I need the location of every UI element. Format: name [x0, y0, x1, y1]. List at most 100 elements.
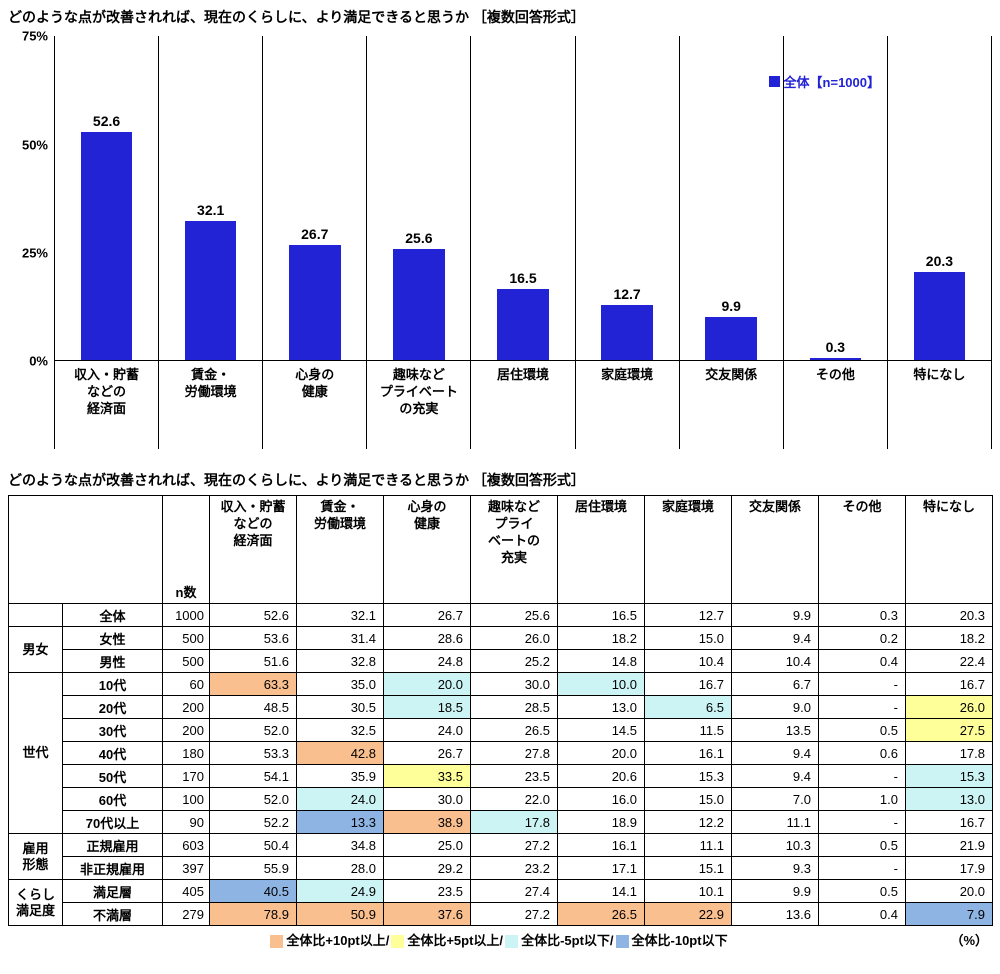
value-cell: 7.9	[905, 902, 993, 927]
bar-zone: 16.5	[471, 36, 575, 362]
value-cell: 9.4	[731, 764, 819, 789]
plot-area: 52.6 収入・貯蓄 などの 経済面 32.1 賃金・ 労働環境 26.7 心身の 健康 25.6 趣…	[54, 36, 992, 450]
chart-category-column: 26.7 心身の 健康	[263, 36, 368, 450]
table-row: 世代 10代 60 63.3 35.0 20.0 30.0 10.0 16.7 6.7-16.7	[8, 672, 993, 835]
value-cell: 30.0	[383, 787, 471, 812]
bar-zone: 0.3	[783, 36, 887, 362]
group-label: 世代	[8, 672, 63, 835]
category-label: 収入・貯蓄 などの 経済面	[74, 367, 140, 416]
value-cell: 29.2	[383, 856, 471, 881]
bar-value-label: 32.1	[197, 202, 225, 219]
highlight-legend-item: 全体比+5pt以上/	[391, 931, 503, 951]
value-cell: 10.3	[731, 833, 819, 858]
y-axis: 75% 50% 25% 0%	[8, 29, 54, 369]
value-cell: -	[818, 672, 906, 697]
table-header-row: n数 収入・貯蓄 などの 経済面 賃金・ 労働環境 心身の 健康 趣味など プライ ベートの 充実 居住…	[8, 495, 993, 605]
value-cell: 14.1	[557, 879, 645, 904]
bar	[809, 358, 862, 361]
value-cell: 24.8	[383, 649, 471, 674]
bar-value-label: 9.9	[721, 298, 741, 315]
value-cell: 28.6	[383, 626, 471, 651]
column-header: その他	[818, 495, 906, 605]
table-row: 男性 500 51.6 32.8 24.8 25.2 14.8 10.4 10.4 0.4 22.4	[9, 649, 993, 674]
value-cell: 30.0	[470, 672, 558, 697]
n-value: 200	[162, 695, 210, 720]
chart-category-column: 20.3 特になし	[887, 36, 992, 450]
row-label: 全体	[62, 603, 163, 628]
value-cell: 0.2	[818, 626, 906, 651]
highlight-legend-items: 全体比+10pt以上/全体比+5pt以上/全体比-5pt以下/全体比-10pt以…	[270, 933, 729, 951]
value-cell: 52.0	[209, 787, 297, 812]
value-cell: 26.5	[557, 902, 645, 927]
row-label: 60代	[62, 787, 163, 812]
value-cell: 0.4	[818, 902, 906, 927]
bar	[393, 249, 445, 361]
value-cell: 37.6	[383, 902, 471, 927]
bar-value-label: 16.5	[509, 269, 537, 286]
value-cell: 10.4	[731, 649, 819, 674]
value-cell: 17.8	[905, 741, 993, 766]
group-label: 雇用 形態	[8, 833, 63, 881]
value-cell: 24.9	[296, 879, 384, 904]
category-label: 賃金・ 労働環境	[184, 367, 237, 400]
category-label: 趣味など プライベート の充実	[379, 367, 458, 416]
column-header: 賃金・ 労働環境	[296, 495, 384, 605]
value-cell: -	[818, 695, 906, 720]
value-cell: 22.0	[470, 787, 558, 812]
value-cell: 53.3	[209, 741, 297, 766]
value-cell: 20.3	[905, 603, 993, 628]
value-cell: -	[818, 810, 906, 835]
value-cell: 27.2	[470, 833, 558, 858]
highlight-swatch-icon	[505, 934, 519, 948]
column-header: 居住環境	[557, 495, 645, 605]
table-row: 20代 200 48.5 30.5 18.5 28.5 13.0 6.5 9.0-26.0	[9, 695, 993, 720]
bar-zone: 26.7	[263, 36, 367, 362]
value-cell: 24.0	[296, 787, 384, 812]
chart-category-column: 25.6 趣味など プライベート の充実	[367, 36, 472, 450]
group-label: くらし 満足度	[8, 879, 63, 927]
value-cell: 27.2	[470, 902, 558, 927]
value-cell: 52.0	[209, 718, 297, 743]
bar	[80, 132, 133, 361]
value-cell: 0.6	[818, 741, 906, 766]
column-header: 収入・貯蓄 などの 経済面	[209, 495, 297, 605]
highlight-swatch-icon	[270, 934, 284, 948]
category-label: 居住環境	[496, 367, 549, 383]
row-label: 正規雇用	[62, 833, 163, 858]
chart-category-column: 16.5 居住環境	[471, 36, 576, 450]
value-cell: 18.2	[557, 626, 645, 651]
value-cell: 13.5	[731, 718, 819, 743]
category-label: 特になし	[913, 367, 966, 383]
bar	[913, 272, 966, 361]
value-cell: 27.8	[470, 741, 558, 766]
bar-value-label: 20.3	[925, 253, 954, 270]
table-row: 40代 180 53.3 42.8 26.7 27.8 20.0 16.1 9.4 0.6 17.8	[9, 741, 993, 766]
value-cell: 16.1	[644, 741, 732, 766]
value-cell: 20.0	[905, 879, 993, 904]
value-cell: 24.0	[383, 718, 471, 743]
value-cell: 0.4	[818, 649, 906, 674]
highlight-swatch-icon	[615, 934, 629, 948]
bar-zone: 9.9	[679, 36, 783, 362]
bar	[705, 317, 757, 361]
row-label: 10代	[62, 672, 163, 697]
highlight-legend-item: 全体比-5pt以下/	[505, 931, 614, 951]
value-cell: 15.3	[644, 764, 732, 789]
value-cell: 22.9	[644, 902, 732, 927]
y-axis-tick-label: 50%	[21, 137, 48, 153]
category-label: 心身の 健康	[295, 367, 335, 400]
n-value: 90	[162, 810, 210, 835]
highlight-legend: 全体比+10pt以上/全体比+5pt以上/全体比-5pt以下/全体比-10pt以…	[0, 931, 1000, 951]
category-label: その他	[815, 367, 855, 383]
value-cell: -	[818, 856, 906, 881]
value-cell: 9.3	[731, 856, 819, 881]
chart-category-column: 9.9 交友関係	[679, 36, 784, 450]
value-cell: 15.3	[905, 764, 993, 789]
value-cell: 40.5	[209, 879, 297, 904]
value-cell: 11.5	[644, 718, 732, 743]
category-label: 交友関係	[705, 367, 758, 383]
row-label: 50代	[62, 764, 163, 789]
value-cell: 9.4	[731, 741, 819, 766]
value-cell: 16.0	[557, 787, 645, 812]
y-axis-tick-label: 0%	[29, 353, 48, 369]
